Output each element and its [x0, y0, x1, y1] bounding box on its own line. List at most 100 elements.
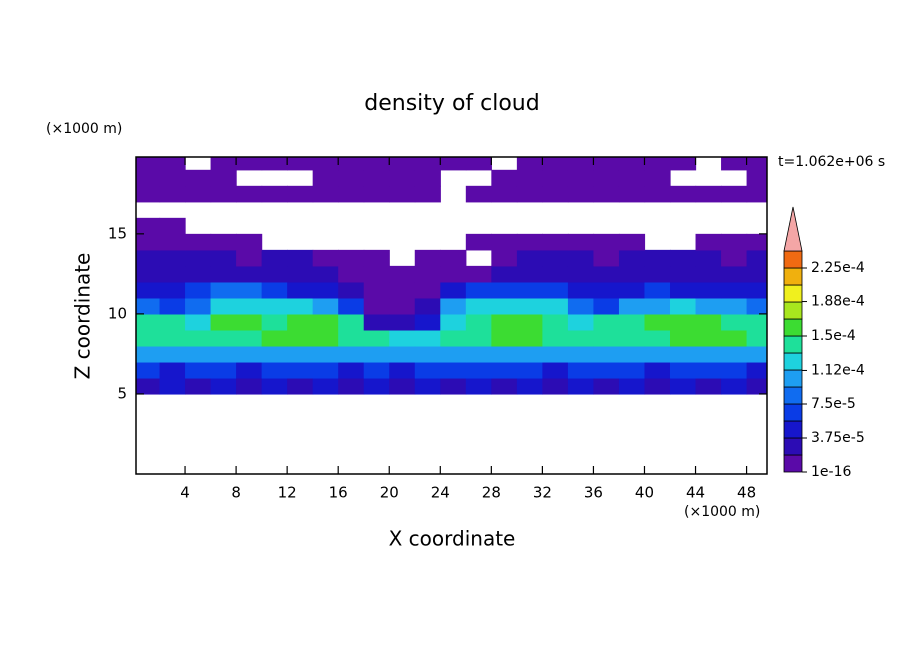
contour-cell	[542, 297, 569, 315]
contour-cell	[414, 313, 441, 331]
colorbar-band	[783, 352, 803, 371]
contour-cell	[542, 345, 569, 363]
contour-cell	[721, 313, 748, 331]
contour-cell	[210, 169, 237, 187]
contour-cell	[516, 297, 543, 315]
contour-cell	[261, 377, 288, 395]
contour-cell	[670, 157, 697, 171]
contour-cell	[159, 217, 186, 235]
contour-cell	[542, 265, 569, 283]
contour-cell	[491, 313, 518, 331]
colorbar-tick-label: 1.12e-4	[811, 362, 865, 378]
contour-cell	[491, 169, 518, 187]
contour-cell	[618, 329, 646, 347]
contour-cell	[695, 313, 722, 331]
contour-cell	[542, 313, 569, 331]
contour-cell	[185, 281, 212, 299]
contour-cell	[746, 329, 767, 347]
contour-cell	[389, 329, 416, 347]
contour-cell	[236, 297, 263, 315]
contour-cell	[159, 297, 186, 315]
contour-cell	[695, 249, 722, 267]
contour-cell	[312, 297, 339, 315]
contour-cell	[542, 281, 569, 299]
contour-cell	[542, 157, 569, 171]
contour-cell	[618, 345, 646, 363]
contour-cell	[389, 157, 416, 171]
contour-cell	[136, 169, 161, 187]
contour-cell	[491, 329, 518, 347]
contour-cell	[287, 265, 314, 283]
contour-cell	[389, 345, 416, 363]
contour-cell	[136, 217, 161, 235]
x-tick-label: 40	[635, 484, 654, 502]
contour-cell	[618, 265, 646, 283]
contour-cell	[261, 297, 288, 315]
contour-cell	[695, 281, 722, 299]
contour-cell	[721, 297, 748, 315]
contour-cell	[363, 345, 390, 363]
contour-cell	[363, 249, 390, 267]
contour-cell	[185, 329, 212, 347]
contour-cell	[363, 157, 390, 171]
colorbar-band	[783, 369, 803, 388]
contour-cell	[465, 297, 492, 315]
chart-title: density of cloud	[364, 91, 539, 116]
contour-cell	[363, 185, 390, 203]
contour-cell	[136, 329, 161, 347]
contour-cell	[721, 361, 748, 379]
contour-cell	[491, 297, 518, 315]
contour-cell	[644, 361, 671, 379]
contour-cell	[414, 185, 441, 203]
contour-cell	[159, 329, 186, 347]
contour-cell	[414, 297, 441, 315]
contour-cell	[338, 297, 365, 315]
contour-cell	[491, 233, 518, 251]
contour-cell	[644, 265, 671, 283]
contour-cell	[567, 345, 595, 363]
contour-cell	[491, 249, 518, 267]
contour-cell	[363, 377, 390, 395]
contour-cell	[644, 157, 671, 171]
contour-cell	[567, 157, 595, 171]
contour-cell	[338, 361, 365, 379]
contour-cell	[159, 157, 186, 171]
contour-cell	[593, 169, 620, 187]
contour-cell	[338, 169, 365, 187]
contour-cell	[644, 185, 671, 203]
contour-cell	[695, 361, 722, 379]
contour-cell	[440, 249, 467, 267]
contour-cell	[465, 265, 492, 283]
contour-cell	[465, 157, 492, 171]
contour-cell	[389, 361, 416, 379]
contour-cell	[136, 157, 161, 171]
contour-cell	[491, 281, 518, 299]
y-units: (×1000 m)	[46, 121, 122, 137]
contour-cell	[465, 361, 492, 379]
contour-cell	[312, 249, 339, 267]
contour-cell	[618, 313, 646, 331]
contour-cell	[287, 377, 314, 395]
contour-cell	[644, 249, 671, 267]
contour-cell	[567, 249, 595, 267]
contour-cell	[567, 361, 595, 379]
contour-cell	[159, 233, 186, 251]
contour-cell	[185, 297, 212, 315]
contour-cell	[363, 169, 390, 187]
contour-cell	[236, 233, 263, 251]
contour-cell	[670, 313, 697, 331]
contour-cell	[721, 157, 748, 171]
contour-cell	[567, 169, 595, 187]
contour-cell	[516, 233, 543, 251]
contour-cell	[210, 329, 237, 347]
contour-cell	[389, 297, 416, 315]
contour-cell	[414, 281, 441, 299]
contour-cell	[440, 281, 467, 299]
contour-cell	[363, 329, 390, 347]
contour-cell	[287, 345, 314, 363]
contour-cell	[159, 249, 186, 267]
colorbar-band	[783, 420, 803, 439]
contour-cell	[159, 265, 186, 283]
contour-cell	[670, 297, 697, 315]
